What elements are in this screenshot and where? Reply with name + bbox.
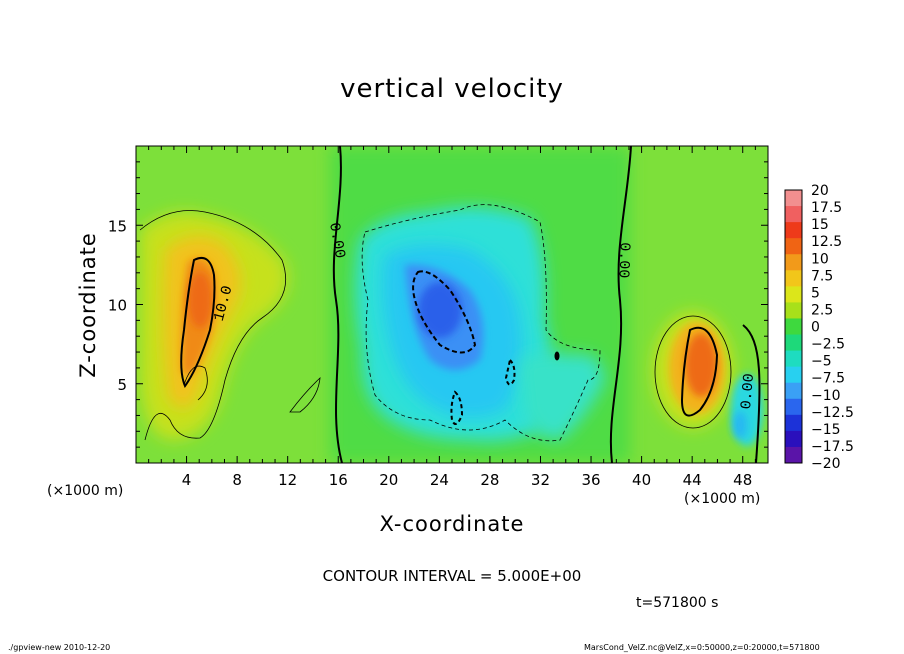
colorbar-swatch: [785, 430, 802, 448]
colorbar-tick-label: 12.5: [811, 234, 842, 250]
colorbar-tick-label: 10: [811, 251, 829, 267]
x-unit-label-left: (×1000 m): [47, 483, 124, 499]
x-axis-label: X-coordinate: [379, 512, 525, 536]
colorbar-swatch: [785, 238, 802, 255]
x-tick-label: 28: [480, 471, 499, 489]
x-tick-label: 20: [379, 471, 398, 489]
colorbar-swatch: [785, 382, 802, 400]
x-tick-label: 12: [278, 471, 297, 489]
colorbar-swatch: [785, 414, 802, 432]
chart-title: vertical velocity: [340, 74, 564, 104]
x-tick-label: 8: [232, 471, 242, 489]
colorbar-swatch: [785, 286, 802, 303]
y-tick-label: 10: [108, 297, 127, 315]
colorbar-tick-label: 2.5: [811, 302, 833, 318]
colorbar-tick-label: −12.5: [811, 405, 854, 421]
x-tick-label: 44: [683, 471, 702, 489]
colorbar-swatch: [785, 190, 802, 207]
x-tick-label: 32: [531, 471, 550, 489]
colorbar-tick-label: 0: [811, 320, 820, 336]
colorbar-tick-label: −7.5: [811, 371, 845, 387]
colorbar-swatch: [785, 254, 802, 271]
colorbar-tick-label: −17.5: [811, 439, 854, 455]
x-unit-label-right: (×1000 m): [684, 491, 761, 507]
colorbar-tick-label: −20: [811, 456, 841, 472]
contour-interval: CONTOUR INTERVAL = 5.000E+00: [322, 567, 582, 585]
colorbar-swatch: [785, 446, 802, 464]
colorbar-swatch: [785, 270, 802, 287]
colorbar-swatch: [785, 302, 802, 319]
x-tick-label: 16: [329, 471, 348, 489]
colorbar-tick-label: −5: [811, 354, 832, 370]
contour-lines: [139, 146, 761, 463]
contour-label: 0.00: [614, 242, 632, 279]
y-tick-label: 5: [117, 376, 127, 394]
footer-left: ./gpview-new 2010-12-20: [8, 643, 111, 652]
x-tick-label: 24: [430, 471, 449, 489]
x-axis: 4 8 12 16 20 24 28 32 36 40 44 48: [148, 146, 756, 489]
colorbar-tick-label: 20: [811, 183, 829, 199]
time-label: t=571800 s: [636, 595, 719, 611]
colorbar-tick-label: 7.5: [811, 268, 833, 284]
colorbar-swatch: [785, 206, 802, 223]
x-tick-label: 48: [733, 471, 752, 489]
colorbar-tick-label: 15: [811, 217, 829, 233]
colorbar-tick-label: −2.5: [811, 337, 845, 353]
colorbar-swatch: [785, 350, 802, 368]
x-tick-label: 36: [581, 471, 600, 489]
colorbar-tick-label: 5: [811, 285, 820, 301]
colorbar-tick-label: −15: [811, 422, 841, 438]
colorbar-swatch: [785, 366, 802, 384]
colorbar-frame: [784, 189, 803, 464]
contour-label: 0.00: [738, 373, 758, 410]
y-axis-label: Z-coordinate: [76, 232, 100, 378]
footer-right: MarsCond_VelZ.nc@VelZ,x=0:50000,z=0:2000…: [584, 643, 820, 652]
y-axis: 5 10 15: [108, 161, 768, 448]
colorbar-tick-label: −10: [811, 388, 841, 404]
x-tick-label: 4: [182, 471, 192, 489]
contour-label: 0.00: [325, 221, 348, 259]
colorbar-tick-label: 17.5: [811, 200, 842, 216]
colorbar-swatch: [785, 318, 802, 336]
y-tick-label: 15: [108, 217, 127, 235]
colorbar-swatch: [785, 398, 802, 416]
colorbar-swatch: [785, 222, 802, 239]
colorbar-swatch: [785, 334, 802, 352]
x-tick-label: 40: [632, 471, 651, 489]
